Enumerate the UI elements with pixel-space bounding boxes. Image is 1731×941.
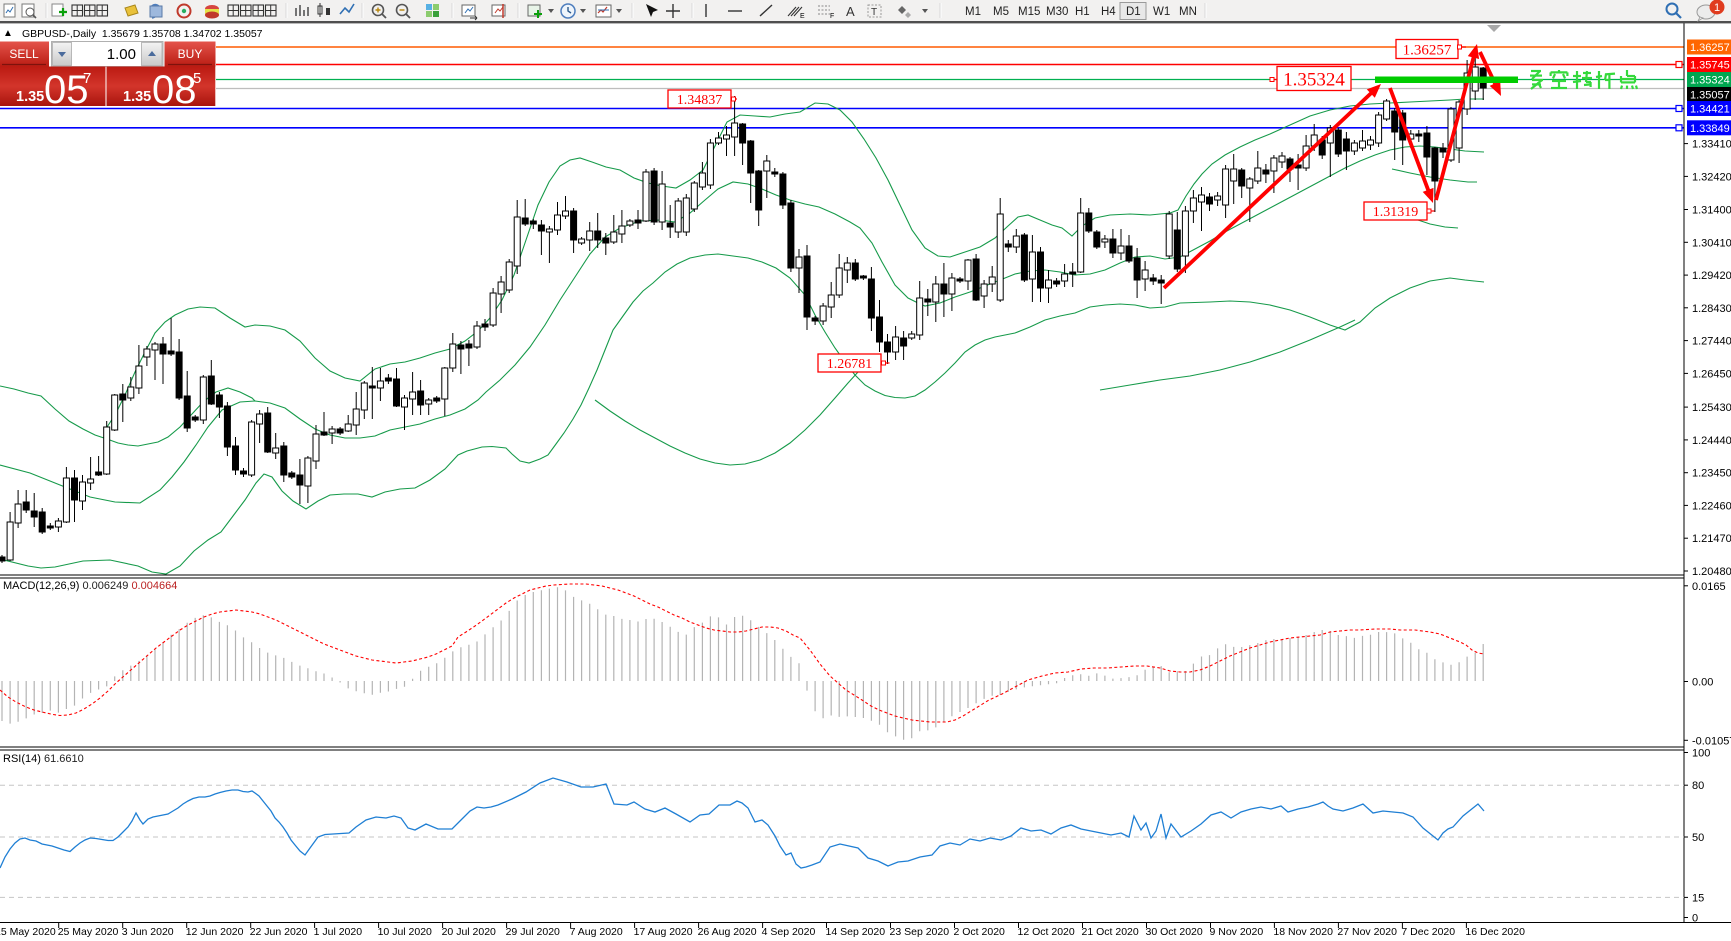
svg-text:1.24440: 1.24440: [1692, 435, 1731, 447]
svg-text:1.20480: 1.20480: [1692, 566, 1731, 578]
svg-text:1.26450: 1.26450: [1692, 368, 1731, 380]
svg-text:29 Jul 2020: 29 Jul 2020: [506, 926, 560, 938]
svg-text:BUY: BUY: [178, 47, 203, 61]
svg-text:15 May 2020: 15 May 2020: [0, 926, 56, 938]
svg-text:▲: ▲: [3, 28, 13, 39]
svg-text:1.35324: 1.35324: [1690, 75, 1730, 87]
svg-text:D1: D1: [1126, 6, 1141, 18]
svg-text:08: 08: [152, 68, 197, 112]
svg-text:7 Aug 2020: 7 Aug 2020: [570, 926, 623, 938]
svg-text:-0.010571: -0.010571: [1692, 735, 1731, 747]
svg-text:1.22460: 1.22460: [1692, 500, 1731, 512]
svg-text:M5: M5: [993, 6, 1009, 18]
svg-text:0.00: 0.00: [1692, 677, 1713, 689]
svg-text:9 Nov 2020: 9 Nov 2020: [1210, 926, 1264, 938]
svg-text:1.33849: 1.33849: [1690, 123, 1730, 135]
svg-text:A: A: [846, 4, 855, 19]
svg-text:T: T: [871, 7, 877, 18]
svg-text:M1: M1: [965, 6, 981, 18]
svg-text:2 Oct 2020: 2 Oct 2020: [954, 926, 1006, 938]
svg-text:SELL: SELL: [9, 47, 39, 61]
svg-text:1.35745: 1.35745: [1690, 60, 1730, 72]
svg-text:1.33410: 1.33410: [1692, 139, 1731, 151]
svg-text:100: 100: [1692, 748, 1710, 760]
svg-text:17 Aug 2020: 17 Aug 2020: [634, 926, 693, 938]
svg-text:1.27440: 1.27440: [1692, 336, 1731, 348]
svg-text:1.35324: 1.35324: [1283, 69, 1345, 90]
svg-text:1.31400: 1.31400: [1692, 205, 1731, 217]
svg-text:F: F: [830, 13, 834, 20]
svg-text:H1: H1: [1075, 6, 1090, 18]
svg-text:1.29420: 1.29420: [1692, 270, 1731, 282]
svg-text:30 Oct 2020: 30 Oct 2020: [1146, 926, 1203, 938]
svg-text:23 Sep 2020: 23 Sep 2020: [890, 926, 950, 938]
svg-text:14 Sep 2020: 14 Sep 2020: [826, 926, 886, 938]
svg-text:1.21470: 1.21470: [1692, 533, 1731, 545]
svg-text:1.00: 1.00: [107, 46, 136, 63]
svg-text:1.31319: 1.31319: [1373, 205, 1419, 220]
svg-text:12 Jun 2020: 12 Jun 2020: [186, 926, 244, 938]
svg-text:M30: M30: [1046, 6, 1068, 18]
svg-text:25 May 2020: 25 May 2020: [58, 926, 119, 938]
svg-text:3 Jun 2020: 3 Jun 2020: [122, 926, 174, 938]
svg-text:M15: M15: [1018, 6, 1040, 18]
svg-text:GBPUSD-,Daily 1.35679 1.35708: GBPUSD-,Daily 1.35679 1.35708 1.34702 1.…: [22, 28, 263, 40]
svg-text:21 Oct 2020: 21 Oct 2020: [1082, 926, 1139, 938]
svg-text:1.23450: 1.23450: [1692, 468, 1731, 480]
svg-text:1.34837: 1.34837: [677, 93, 723, 108]
svg-text:1.32420: 1.32420: [1692, 171, 1731, 183]
svg-text:1.25430: 1.25430: [1692, 402, 1731, 414]
svg-text:12 Oct 2020: 12 Oct 2020: [1018, 926, 1075, 938]
svg-text:18 Nov 2020: 18 Nov 2020: [1273, 926, 1333, 938]
svg-text:1 Jul 2020: 1 Jul 2020: [314, 926, 363, 938]
svg-text:H4: H4: [1101, 6, 1116, 18]
svg-text:7: 7: [83, 70, 91, 87]
svg-text:0: 0: [1692, 913, 1698, 925]
svg-text:7 Dec 2020: 7 Dec 2020: [1401, 926, 1455, 938]
svg-text:20 Jul 2020: 20 Jul 2020: [442, 926, 496, 938]
svg-text:50: 50: [1692, 832, 1704, 844]
svg-text:RSI(14) 61.6610: RSI(14) 61.6610: [3, 753, 84, 765]
svg-text:4 Sep 2020: 4 Sep 2020: [762, 926, 816, 938]
svg-text:1.28430: 1.28430: [1692, 303, 1731, 315]
svg-text:1.35057: 1.35057: [1690, 90, 1730, 102]
svg-text:27 Nov 2020: 27 Nov 2020: [1337, 926, 1397, 938]
svg-text:15: 15: [1692, 892, 1704, 904]
svg-text:1.26781: 1.26781: [827, 357, 873, 372]
svg-text:1.35: 1.35: [16, 89, 44, 105]
svg-text:1.35: 1.35: [123, 89, 151, 105]
svg-text:16 Dec 2020: 16 Dec 2020: [1465, 926, 1525, 938]
svg-text:E: E: [800, 13, 805, 20]
svg-text:05: 05: [44, 68, 89, 112]
svg-text:1.30410: 1.30410: [1692, 237, 1731, 249]
svg-text:26 Aug 2020: 26 Aug 2020: [698, 926, 757, 938]
svg-text:5: 5: [193, 70, 201, 87]
svg-text:22 Jun 2020: 22 Jun 2020: [250, 926, 308, 938]
svg-text:80: 80: [1692, 780, 1704, 792]
svg-text:0.0165: 0.0165: [1692, 581, 1726, 593]
svg-text:W1: W1: [1153, 6, 1170, 18]
svg-text:1.34421: 1.34421: [1690, 104, 1730, 116]
svg-text:MN: MN: [1179, 6, 1197, 18]
svg-text:1.36257: 1.36257: [1403, 42, 1452, 58]
svg-text:1.36257: 1.36257: [1690, 42, 1730, 54]
svg-text:1: 1: [1714, 2, 1720, 14]
svg-text:MACD(12,26,9) 0.006249 0.00466: MACD(12,26,9) 0.006249 0.004664: [3, 580, 177, 592]
svg-text:10 Jul 2020: 10 Jul 2020: [378, 926, 432, 938]
